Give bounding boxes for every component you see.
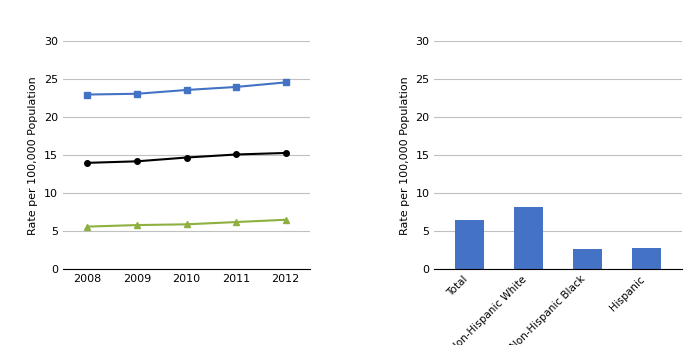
Y-axis label: Rate per 100,000 Population: Rate per 100,000 Population bbox=[400, 76, 410, 235]
Female bbox=[281, 218, 290, 222]
Male bbox=[232, 85, 240, 89]
Y-axis label: Rate per 100,000 Population: Rate per 100,000 Population bbox=[28, 76, 38, 235]
Bar bbox=[514, 207, 544, 269]
Legend: Total, Male, Female: Total, Male, Female bbox=[63, 0, 280, 2]
Line: Male: Male bbox=[85, 80, 288, 97]
Female bbox=[182, 222, 191, 226]
Total bbox=[281, 151, 290, 155]
Total bbox=[182, 156, 191, 160]
Bar bbox=[632, 248, 661, 269]
Female bbox=[232, 220, 240, 224]
Bar bbox=[573, 249, 603, 269]
Male bbox=[84, 92, 92, 97]
Line: Total: Total bbox=[85, 150, 288, 166]
Male bbox=[133, 92, 141, 96]
Female bbox=[133, 223, 141, 227]
Total bbox=[232, 152, 240, 157]
Total bbox=[84, 161, 92, 165]
Line: Female: Female bbox=[84, 216, 289, 230]
Male bbox=[281, 80, 290, 85]
Total bbox=[133, 159, 141, 164]
Female bbox=[84, 225, 92, 229]
Bar bbox=[455, 220, 484, 269]
Male bbox=[182, 88, 191, 92]
Legend: Female: Female bbox=[521, 0, 596, 2]
